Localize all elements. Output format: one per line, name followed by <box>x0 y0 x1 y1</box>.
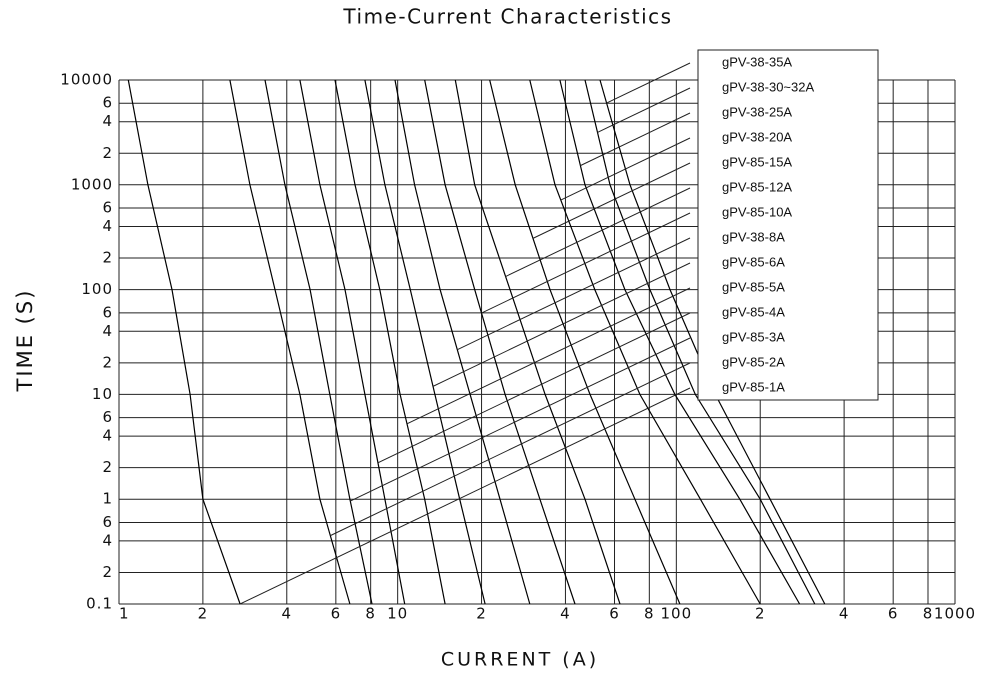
legend-label: gPV-38-35A <box>722 54 792 69</box>
leader-line <box>481 212 691 314</box>
legend-label: gPV-38-20A <box>722 129 792 144</box>
fuse-curve <box>394 79 531 605</box>
fuse-curve <box>364 79 486 605</box>
y-tick-label: 6 <box>102 94 113 112</box>
fuse-curve <box>599 79 826 605</box>
leader-line <box>239 387 691 605</box>
fuse-curve <box>559 79 801 605</box>
leader-line <box>457 237 691 351</box>
legend-label: gPV-85-5A <box>722 279 785 294</box>
y-tick-label: 10 <box>92 385 113 403</box>
fuse-curve <box>489 79 681 605</box>
leader-lines <box>239 62 691 605</box>
fuse-curve <box>334 79 446 605</box>
x-tick-label: 8 <box>644 605 655 623</box>
leader-line <box>560 137 691 201</box>
leader-line <box>597 87 691 133</box>
x-tick-label: 4 <box>560 605 571 623</box>
leader-line <box>406 287 691 425</box>
legend-label: gPV-38-30~32A <box>722 79 814 94</box>
y-tick-label: 4 <box>102 322 113 340</box>
leader-line <box>330 362 691 537</box>
x-tick-label: 8 <box>365 605 376 623</box>
leader-line <box>505 187 691 277</box>
fuse-curve <box>454 79 621 605</box>
legend-label: gPV-85-6A <box>722 254 785 269</box>
legend-label: gPV-38-8A <box>722 229 785 244</box>
x-axis-label: CURRENT (A) <box>441 649 599 671</box>
y-tick-label: 1000 <box>71 175 113 193</box>
legend-box <box>697 49 879 401</box>
legend-label: gPV-85-12A <box>722 179 792 194</box>
fuse-curve <box>229 79 351 605</box>
y-tick-label: 4 <box>102 427 113 445</box>
y-tick-label: 100 <box>81 280 113 298</box>
legend-label: gPV-85-1A <box>722 379 785 394</box>
x-tick-label: 6 <box>609 605 620 623</box>
fuse-curve <box>529 79 761 605</box>
fuse-curve <box>127 79 241 605</box>
x-tick-label: 4 <box>839 605 850 623</box>
fuse-curve <box>584 79 816 605</box>
y-tick-label: 1 <box>102 490 113 508</box>
y-tick-label: 2 <box>102 458 113 476</box>
y-tick-label: 4 <box>102 112 113 130</box>
y-tick-label: 6 <box>102 513 113 531</box>
fuse-curve <box>299 79 406 605</box>
legend-label: gPV-85-10A <box>722 204 792 219</box>
x-tick-label: 6 <box>331 605 342 623</box>
x-tick-label: 10 <box>387 605 408 623</box>
leader-line <box>350 337 691 502</box>
legend-label: gPV-85-3A <box>722 329 785 344</box>
y-tick-label: 4 <box>102 217 113 235</box>
x-tick-label: 2 <box>476 605 487 623</box>
y-tick-label: 2 <box>102 144 113 162</box>
y-tick-label: 6 <box>102 408 113 426</box>
leader-line <box>377 312 691 464</box>
chart-title: Time-Current Characteristics <box>342 5 672 29</box>
y-tick-label: 2 <box>102 563 113 581</box>
leader-line <box>532 162 691 239</box>
x-tick-label: 4 <box>282 605 293 623</box>
fuse-curve <box>264 79 373 605</box>
legend-label: gPV-85-15A <box>722 154 792 169</box>
y-tick-label: 4 <box>102 531 113 549</box>
x-tick-label: 1 <box>119 605 130 623</box>
leader-line <box>432 262 691 387</box>
curves <box>127 79 826 605</box>
legend-label: gPV-85-2A <box>722 354 785 369</box>
y-tick-label: 6 <box>102 199 113 217</box>
legend-label: gPV-38-25A <box>722 104 792 119</box>
fuse-curve <box>424 79 576 605</box>
leader-line <box>580 112 691 167</box>
legend-label: gPV-85-4A <box>722 304 785 319</box>
legend: gPV-38-35A gPV-38-30~32A gPV-38-25A gPV-38-… <box>722 54 814 394</box>
y-tick-label: 2 <box>102 249 113 267</box>
y-tick-label: 0.1 <box>86 595 113 613</box>
y-tick-label: 10000 <box>60 71 113 89</box>
x-tick-label: 6 <box>888 605 899 623</box>
y-tick-label: 2 <box>102 353 113 371</box>
y-tick-label: 6 <box>102 303 113 321</box>
x-tick-label: 8 <box>923 605 934 623</box>
leader-line <box>606 62 691 104</box>
x-tick-label: 2 <box>755 605 766 623</box>
x-tick-label: 1000 <box>934 605 976 623</box>
x-tick-label: 2 <box>198 605 209 623</box>
y-axis-label: TIME (S) <box>13 289 37 393</box>
x-tick-label: 100 <box>661 605 693 623</box>
